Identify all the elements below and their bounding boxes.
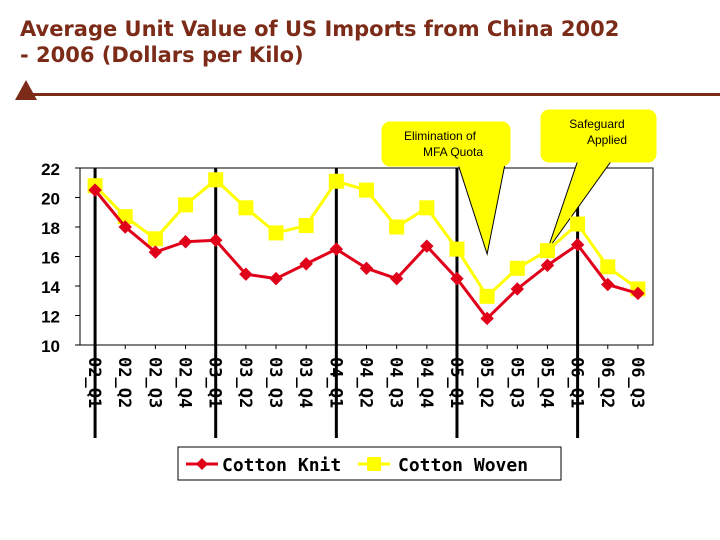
data-point (631, 286, 645, 301)
x-tick-label: 04_Q3 (386, 357, 406, 408)
series-cotton-knit (88, 183, 645, 326)
data-point (329, 242, 344, 256)
callout-text-line2: Applied (587, 133, 627, 147)
data-point (178, 235, 193, 249)
data-point (570, 216, 586, 232)
data-point (510, 282, 524, 296)
data-point (570, 237, 585, 252)
data-point (147, 231, 163, 247)
legend-layer: Cotton Knit Cotton Woven (177, 446, 562, 481)
axis-layer: 10 12 14 16 18 20 22 02_Q1 02_Q2 02_Q3 02_Q4 03_Q1 0… (41, 160, 647, 408)
y-tick-label: 20 (41, 190, 60, 209)
y-tick-label: 10 (41, 337, 60, 356)
data-point (268, 225, 284, 241)
data-point (449, 241, 465, 257)
data-point (389, 219, 405, 235)
legend-label: Cotton Woven (398, 455, 528, 476)
legend-label: Cotton Knit (222, 455, 341, 476)
data-point (480, 311, 494, 326)
x-tick-label: 05_Q2 (476, 357, 496, 408)
data-point (238, 200, 254, 216)
y-tick-label: 22 (41, 160, 60, 179)
title-line-2: - 2006 (Dollars per Kilo) (20, 43, 304, 67)
x-tick-label: 05_Q4 (536, 357, 556, 408)
y-tick-label: 16 (41, 249, 60, 268)
callout-layer: Elimination of MFA Quota Safeguard Applied (381, 109, 657, 256)
callout-text-line1: Safeguard (569, 117, 624, 131)
data-point (148, 245, 163, 259)
data-point (269, 271, 283, 286)
data-point (540, 258, 555, 273)
title-divider (20, 93, 720, 96)
x-tick-label: 03_Q3 (265, 357, 285, 408)
data-point (239, 267, 253, 281)
data-point (359, 182, 374, 198)
y-tick-label: 14 (41, 278, 60, 297)
series-cotton-woven (87, 172, 646, 304)
legend-marker (367, 457, 381, 471)
x-tick-label: 04_Q1 (325, 357, 345, 408)
legend-marker (196, 458, 208, 470)
x-tick-label: 05_Q1 (446, 357, 466, 408)
callout-2: Safeguard Applied (540, 109, 657, 251)
data-point (420, 239, 434, 253)
callout-box (381, 121, 511, 167)
data-point (298, 218, 314, 234)
callout-text-line2: MFA Quota (423, 145, 483, 159)
y-tick-label: 18 (41, 219, 60, 238)
x-tick-label: 06_Q2 (597, 357, 617, 408)
title-line-1: Average Unit Value of US Imports from Ch… (20, 17, 620, 41)
page-title: Average Unit Value of US Imports from Ch… (20, 16, 710, 68)
x-tick-label: 03_Q1 (205, 357, 225, 408)
data-point (389, 271, 404, 286)
series-layer (87, 172, 646, 326)
x-tick-label: 02_Q4 (175, 357, 195, 408)
callout-1: Elimination of MFA Quota (381, 121, 511, 256)
callout-text-line1: Elimination of (404, 129, 477, 143)
callout-box (540, 109, 657, 163)
data-point (539, 243, 555, 259)
data-point (479, 288, 495, 304)
x-tick-label: 05_Q3 (506, 357, 526, 408)
data-point (209, 233, 223, 247)
data-point (88, 183, 102, 197)
x-tick-label: 06_Q3 (627, 357, 647, 408)
legend-item: Cotton Knit (186, 455, 341, 476)
data-point (450, 271, 464, 286)
x-tick-label: 04_Q4 (416, 357, 436, 408)
x-tick-label: 02_Q2 (114, 357, 134, 408)
data-point (600, 259, 616, 275)
x-tick-label: 02_Q3 (144, 357, 164, 408)
x-tick-label: 04_Q2 (356, 357, 376, 408)
data-point (299, 257, 313, 271)
data-point (601, 277, 615, 292)
data-point (419, 200, 435, 216)
data-point (328, 173, 344, 189)
data-point (118, 220, 132, 234)
legend-item: Cotton Woven (358, 455, 528, 476)
data-point (178, 197, 194, 213)
x-tick-label: 03_Q4 (295, 357, 315, 408)
x-tick-label: 06_Q1 (567, 357, 587, 408)
data-point (509, 260, 525, 276)
data-point (208, 172, 224, 188)
x-tick-label: 02_Q1 (84, 357, 104, 408)
y-tick-label: 12 (41, 308, 60, 327)
data-point (359, 261, 374, 276)
x-tick-label: 03_Q2 (235, 357, 255, 408)
